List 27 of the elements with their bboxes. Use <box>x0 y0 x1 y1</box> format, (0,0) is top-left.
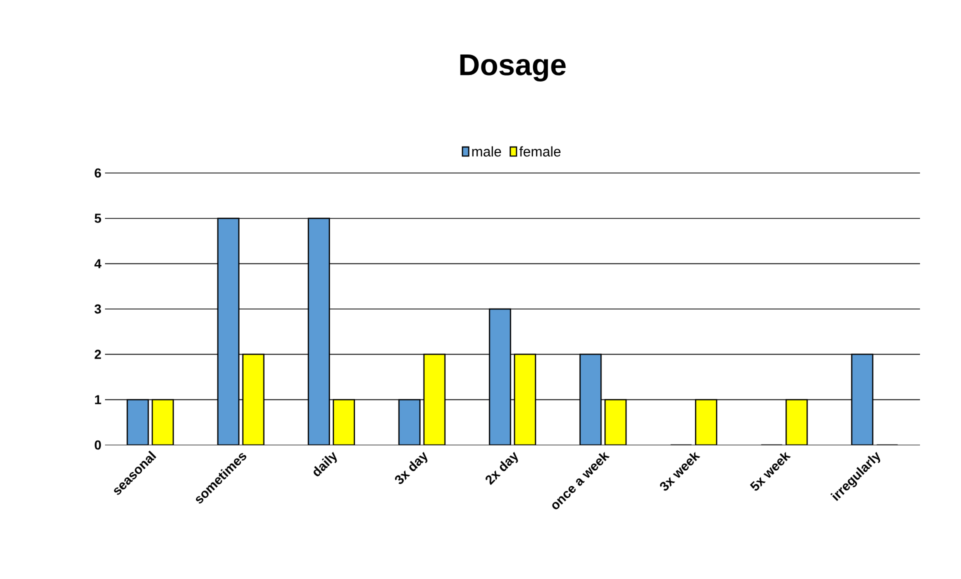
y-tick-label: 5 <box>94 214 102 223</box>
x-tick-label: 3x day <box>395 452 428 484</box>
y-tick-label: 3 <box>94 304 101 314</box>
bar <box>217 218 240 445</box>
bar <box>152 399 174 445</box>
x-tick-label: 2x day <box>486 452 518 485</box>
bar <box>514 354 536 445</box>
bar <box>242 354 264 445</box>
bar <box>579 354 602 445</box>
legend-label: female <box>519 146 561 157</box>
bar <box>398 399 421 445</box>
y-tick-label: 0 <box>94 440 101 450</box>
bar <box>488 308 512 445</box>
bar <box>126 399 149 445</box>
bar <box>332 399 355 445</box>
y-tick-label: 1 <box>95 395 102 404</box>
bar <box>604 399 627 445</box>
bar <box>308 218 330 445</box>
bar <box>695 399 718 445</box>
y-tick-label: 6 <box>94 168 101 178</box>
y-tick-label: 4 <box>94 259 102 268</box>
legend-label: male <box>472 146 502 157</box>
bar <box>423 354 446 445</box>
chart-title: Dosage <box>460 54 566 82</box>
bar <box>786 399 808 445</box>
y-tick-label: 2 <box>94 350 101 359</box>
bar <box>851 354 874 445</box>
